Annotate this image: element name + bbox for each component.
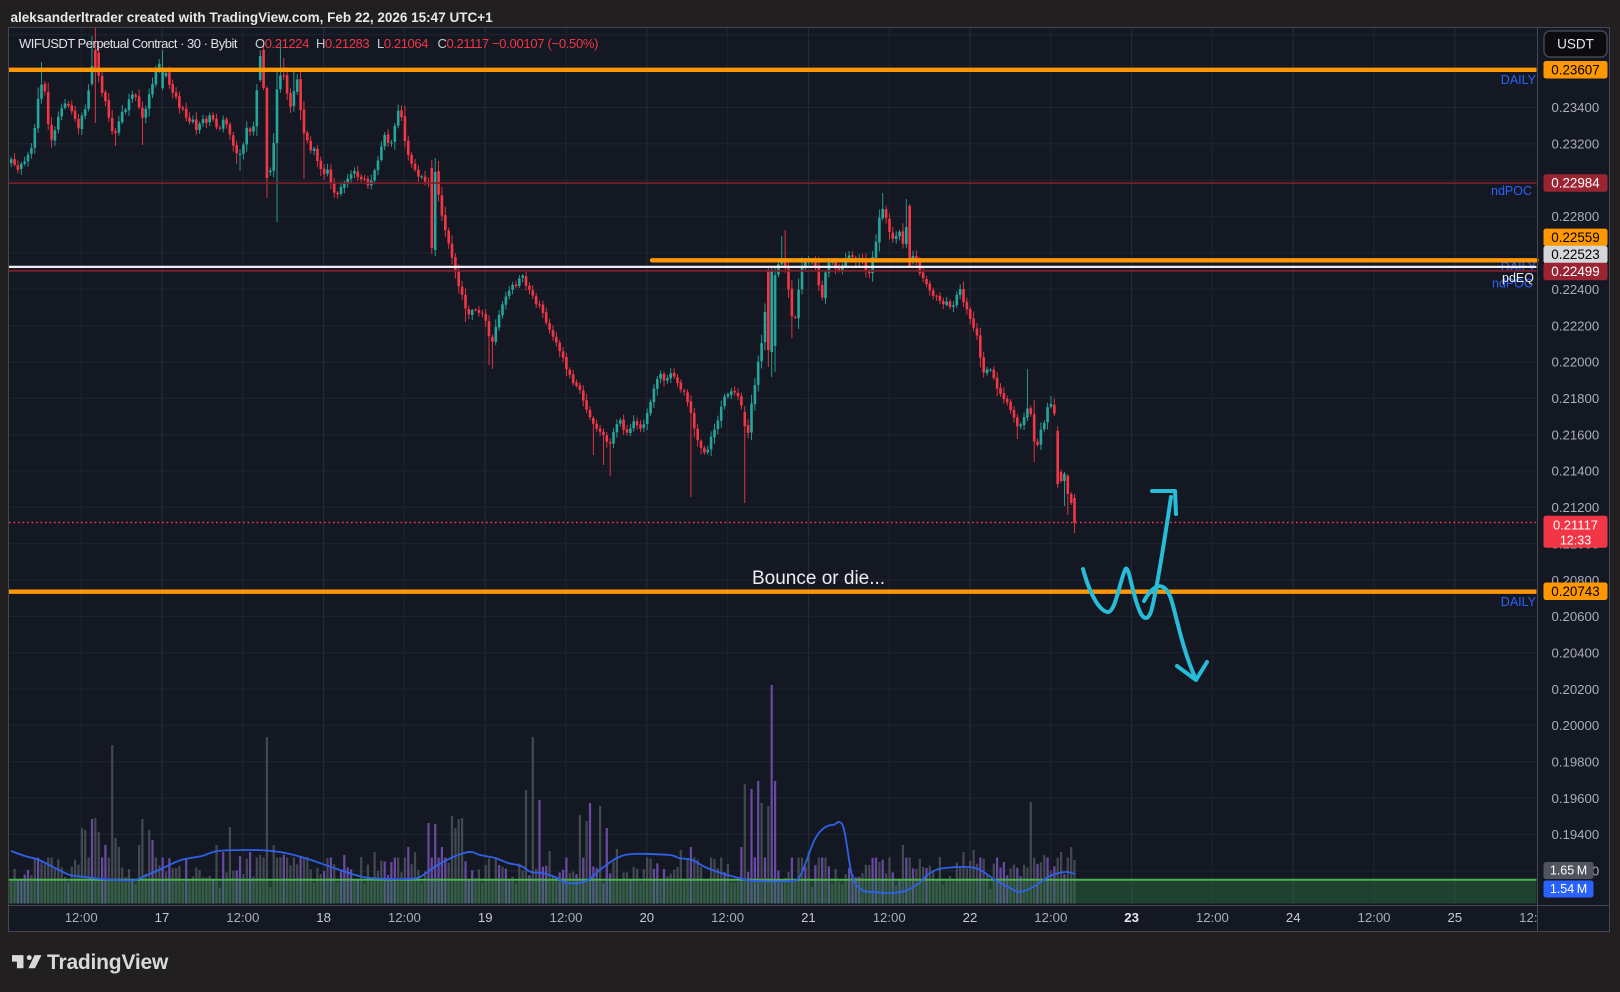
svg-text:0.23200: 0.23200 [1552, 137, 1600, 152]
svg-text:12:00: 12:00 [1196, 910, 1229, 925]
svg-text:12:0: 12:0 [1519, 910, 1545, 925]
svg-text:DAILY: DAILY [1501, 73, 1537, 87]
svg-text:C0.21117: C0.21117 [438, 36, 489, 51]
svg-text:0.21200: 0.21200 [1552, 500, 1600, 515]
svg-text:0.23400: 0.23400 [1552, 100, 1600, 115]
svg-text:25: 25 [1447, 910, 1462, 925]
svg-text:0.20600: 0.20600 [1552, 609, 1600, 624]
svg-text:0.20200: 0.20200 [1552, 682, 1600, 697]
svg-text:20: 20 [639, 910, 654, 925]
svg-text:21: 21 [801, 910, 816, 925]
svg-text:12:00: 12:00 [549, 910, 582, 925]
svg-text:0.22200: 0.22200 [1552, 318, 1600, 333]
svg-text:aleksanderltrader created with: aleksanderltrader created with TradingVi… [11, 10, 494, 25]
svg-text:L0.21064: L0.21064 [377, 36, 428, 51]
svg-text:0.22000: 0.22000 [1552, 355, 1600, 370]
svg-text:Bounce or die...: Bounce or die... [752, 568, 885, 589]
svg-text:0.21117: 0.21117 [1553, 518, 1598, 533]
svg-text:0.20743: 0.20743 [1551, 584, 1599, 599]
svg-text:0.19800: 0.19800 [1552, 755, 1600, 770]
svg-text:0.22800: 0.22800 [1552, 209, 1600, 224]
svg-text:−0.00107 (−0.50%): −0.00107 (−0.50%) [492, 36, 598, 51]
svg-text:19: 19 [478, 910, 493, 925]
svg-text:12:00: 12:00 [388, 910, 421, 925]
svg-text:ndPOC: ndPOC [1491, 184, 1532, 198]
svg-text:0.20000: 0.20000 [1552, 718, 1600, 733]
svg-text:17: 17 [155, 910, 170, 925]
svg-text:H0.21283: H0.21283 [316, 36, 369, 51]
svg-text:pdEQ: pdEQ [1502, 271, 1534, 285]
svg-text:23: 23 [1124, 910, 1139, 925]
svg-text:0.21600: 0.21600 [1552, 427, 1600, 442]
svg-text:0.21800: 0.21800 [1552, 391, 1600, 406]
svg-text:12:33: 12:33 [1560, 534, 1591, 548]
svg-text:12:00: 12:00 [226, 910, 259, 925]
svg-text:O0.21224: O0.21224 [255, 36, 309, 51]
svg-text:18: 18 [316, 910, 331, 925]
svg-text:WIFUSDT Perpetual Contract · 3: WIFUSDT Perpetual Contract · 30 · Bybit [19, 36, 238, 51]
svg-text:0.21400: 0.21400 [1552, 464, 1600, 479]
svg-text:12:00: 12:00 [1034, 910, 1067, 925]
svg-text:0.22984: 0.22984 [1551, 176, 1600, 191]
svg-text:24: 24 [1286, 910, 1301, 925]
svg-text:ndPOC: ndPOC [1492, 277, 1533, 291]
svg-text:12:00: 12:00 [873, 910, 906, 925]
svg-text:0.22559: 0.22559 [1551, 230, 1599, 245]
svg-text:12:00: 12:00 [1357, 910, 1390, 925]
svg-text:USDT: USDT [1557, 37, 1594, 52]
svg-text:12:00: 12:00 [711, 910, 744, 925]
svg-text:0.22400: 0.22400 [1552, 282, 1600, 297]
svg-text:12:00: 12:00 [65, 910, 98, 925]
svg-text:0.20400: 0.20400 [1552, 646, 1600, 661]
svg-text:0.19600: 0.19600 [1552, 791, 1600, 806]
svg-text:1.54 M: 1.54 M [1550, 882, 1587, 896]
svg-text:1.65 M: 1.65 M [1550, 864, 1587, 878]
svg-text:DAILY: DAILY [1501, 595, 1537, 609]
svg-text:0.19400: 0.19400 [1552, 827, 1600, 842]
svg-text:TradingView: TradingView [47, 951, 169, 974]
svg-text:22: 22 [963, 910, 978, 925]
svg-text:0.22499: 0.22499 [1551, 264, 1599, 279]
svg-text:0.22523: 0.22523 [1551, 247, 1599, 262]
svg-text:0.23607: 0.23607 [1551, 62, 1599, 77]
